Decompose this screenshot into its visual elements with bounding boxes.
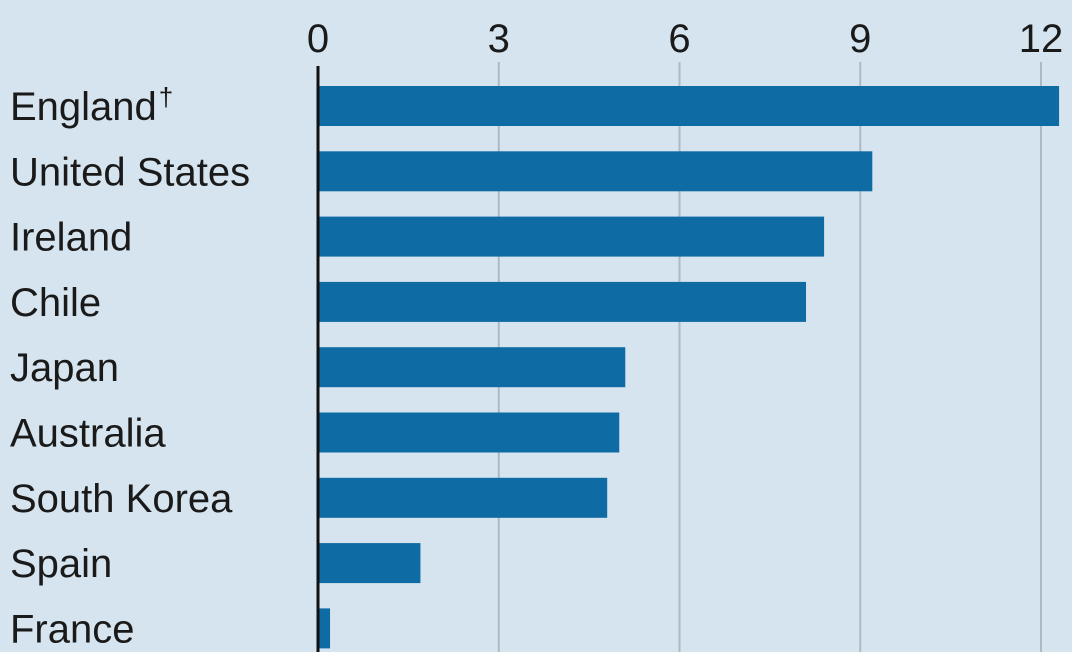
- bar-spain: [318, 543, 421, 584]
- x-tick-label-6: 6: [668, 17, 690, 61]
- bar-chile: [318, 281, 807, 322]
- category-label-spain: Spain: [10, 542, 112, 586]
- bar-france: [318, 608, 331, 649]
- x-axis-ticks: 0 3 6 9 12: [307, 17, 1063, 61]
- footnote-marker: †: [159, 82, 173, 112]
- bars: [318, 86, 1060, 649]
- category-label-chile: Chile: [10, 281, 101, 325]
- x-tick-label-9: 9: [849, 17, 871, 61]
- category-labels: England† United States Ireland Chile Japan Au…: [10, 82, 250, 651]
- bar-australia: [318, 412, 620, 453]
- category-label-south-korea: South Korea: [10, 477, 233, 521]
- category-label-australia: Australia: [10, 412, 166, 456]
- bar-united-states: [318, 151, 873, 192]
- x-tick-label-12: 12: [1019, 17, 1064, 61]
- category-label-united-states: United States: [10, 150, 250, 194]
- x-tick-label-3: 3: [488, 17, 510, 61]
- category-label-france: France: [10, 607, 135, 651]
- x-tick-label-0: 0: [307, 17, 329, 61]
- bar-japan: [318, 347, 626, 388]
- bar-south-korea: [318, 477, 608, 518]
- category-label-ireland: Ireland: [10, 216, 132, 260]
- category-label-england: England†: [10, 82, 173, 129]
- bar-england: [318, 86, 1060, 126]
- bar-ireland: [318, 216, 825, 257]
- category-label-japan: Japan: [10, 346, 119, 390]
